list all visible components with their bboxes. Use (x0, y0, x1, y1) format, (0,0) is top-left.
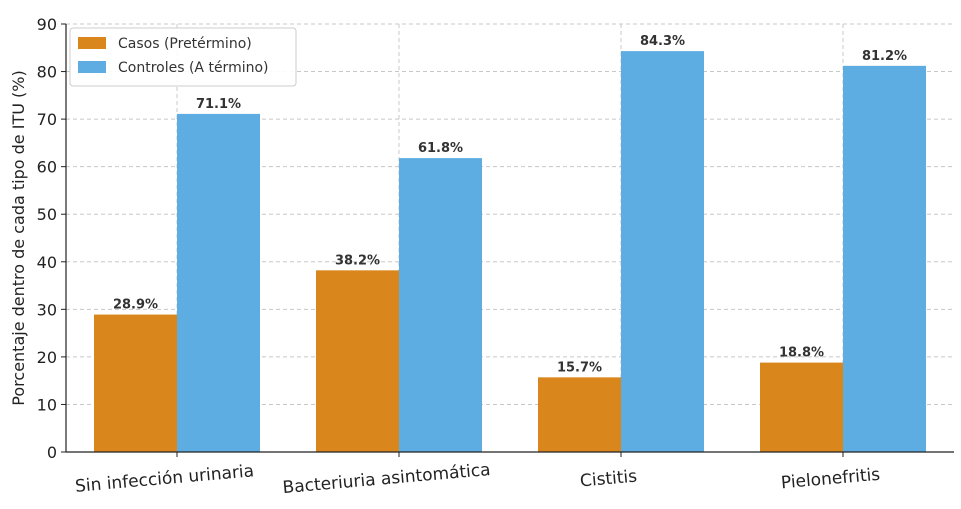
y-tick-label-80: 80 (37, 63, 57, 82)
data-label-casos-3: 18.8% (779, 346, 824, 361)
x-tick-label-2: Cistitis (579, 467, 638, 492)
bar-controles-1 (399, 158, 482, 452)
y-tick-label-60: 60 (37, 158, 57, 177)
axes (65, 24, 954, 453)
data-label-controles-0: 71.1% (196, 97, 241, 112)
y-tick-label-50: 50 (37, 205, 57, 224)
bar-controles-3 (843, 65, 926, 453)
y-tick-label-70: 70 (37, 110, 57, 129)
legend-label-casos: Casos (Pretérmino) (118, 36, 252, 52)
data-labels: 28.9% 71.1% 38.2% 61.8% 15.7% 84.3% 18.8% 81.2% (113, 34, 907, 375)
y-ticks: 0 10 20 30 40 50 60 70 80 90 (37, 15, 66, 462)
legend-swatch-casos (78, 37, 106, 49)
legend-box (69, 27, 297, 87)
bar-controles-0 (177, 113, 260, 452)
data-label-casos-0: 28.9% (113, 298, 158, 313)
y-tick-label-90: 90 (37, 15, 57, 34)
y-tick-label-30: 30 (37, 300, 57, 319)
data-label-casos-1: 38.2% (335, 253, 380, 268)
bars (94, 51, 926, 453)
y-tick-label-40: 40 (37, 253, 57, 272)
data-label-casos-2: 15.7% (557, 360, 602, 375)
data-label-controles-2: 84.3% (640, 34, 685, 49)
y-tick-label-0: 0 (47, 443, 57, 462)
y-tick-label-10: 10 (37, 395, 57, 414)
legend-label-controles: Controles (A término) (118, 60, 269, 76)
y-axis-title: Porcentaje dentro de cada tipo de ITU (%… (9, 70, 28, 405)
data-label-controles-1: 61.8% (418, 141, 463, 156)
bar-casos-3 (760, 362, 843, 452)
bar-casos-1 (316, 270, 399, 452)
legend-swatch-controles (78, 61, 106, 73)
bar-controles-2 (621, 51, 704, 453)
y-tick-label-20: 20 (37, 348, 57, 367)
data-label-controles-3: 81.2% (862, 49, 907, 64)
legend: Casos (Pretérmino) Controles (A término) (69, 27, 297, 87)
bar-casos-2 (538, 377, 621, 452)
bar-casos-0 (94, 314, 177, 452)
